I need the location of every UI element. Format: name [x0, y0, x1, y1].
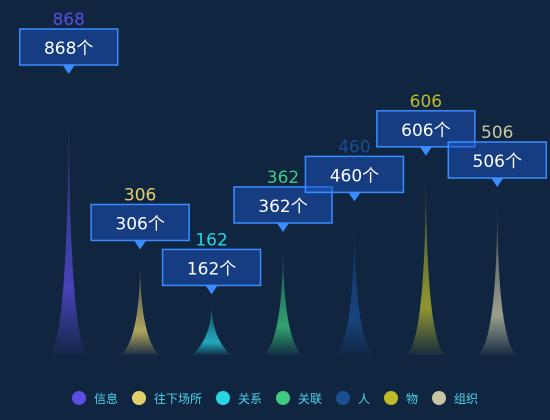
legend-label: 人 [358, 391, 371, 406]
spike-series [49, 84, 517, 355]
data-label: 460 [338, 137, 370, 157]
tooltip-pointer [205, 285, 218, 295]
tooltip-box [90, 203, 190, 242]
legend-label: 物 [406, 391, 419, 406]
legend-item-relation[interactable]: 关系 [215, 390, 262, 407]
legend-label: 关联 [297, 391, 322, 406]
tooltip-layer: 868 868个 306 306个 162 162个 362 362个 460 460个 606 60… [18, 10, 548, 295]
legend-dot [71, 391, 86, 405]
spike-bar[interactable] [264, 241, 302, 355]
legend-dot [275, 391, 290, 405]
legend-dot [384, 391, 399, 405]
data-label: 362 [267, 168, 299, 188]
spike-bar[interactable] [406, 165, 445, 355]
tooltip-label: 868个 [44, 39, 93, 59]
tooltip-pointer [419, 146, 432, 156]
tooltip-label: 162个 [187, 259, 236, 279]
legend-label: 组织 [454, 391, 479, 406]
legend-item-object[interactable]: 物 [384, 390, 418, 407]
tooltip-label: 460个 [330, 166, 379, 186]
spike-bar[interactable] [192, 304, 231, 355]
legend-dot [336, 391, 350, 405]
legend-item-places[interactable]: 往下场所 [131, 390, 202, 407]
spike-bar[interactable] [335, 211, 374, 355]
legend-item-organization[interactable]: 组织 [432, 390, 478, 407]
tooltip-box [376, 110, 476, 148]
tooltip-pointer [277, 222, 289, 232]
tooltip-label: 362个 [258, 197, 307, 217]
data-label: 162 [195, 230, 227, 250]
legend-item-info[interactable]: 信息 [71, 390, 118, 407]
tooltip-box [304, 155, 405, 194]
legend-label: 信息 [93, 391, 118, 406]
spike-bar[interactable] [49, 84, 88, 355]
legend-dot [432, 391, 447, 405]
spike-bar[interactable] [121, 259, 160, 355]
tooltip-label: 506个 [473, 152, 522, 172]
legend-item-association[interactable]: 关联 [275, 390, 322, 407]
tooltip-pointer [62, 65, 75, 74]
data-label: 868 [52, 10, 84, 30]
spike-bar[interactable] [478, 197, 517, 355]
legend-dot [215, 391, 230, 405]
data-label: 306 [124, 185, 156, 205]
legend-item-person[interactable]: 人 [336, 390, 370, 407]
tooltip-box [161, 248, 262, 287]
tooltip-pointer [491, 178, 504, 188]
tooltip-pointer [134, 240, 147, 250]
data-label: 506 [481, 123, 513, 143]
legend-label: 关系 [237, 391, 262, 406]
tooltip-label: 306个 [115, 214, 164, 234]
tooltip-label: 606个 [401, 121, 450, 141]
legend-label: 往下场所 [153, 391, 202, 406]
legend: 信息 往下场所 关系 关联 人 物 组织 [0, 388, 550, 408]
data-label: 606 [410, 92, 442, 112]
tooltip-box [18, 28, 119, 66]
tooltip-pointer [348, 192, 361, 202]
legend-dot [131, 391, 146, 405]
